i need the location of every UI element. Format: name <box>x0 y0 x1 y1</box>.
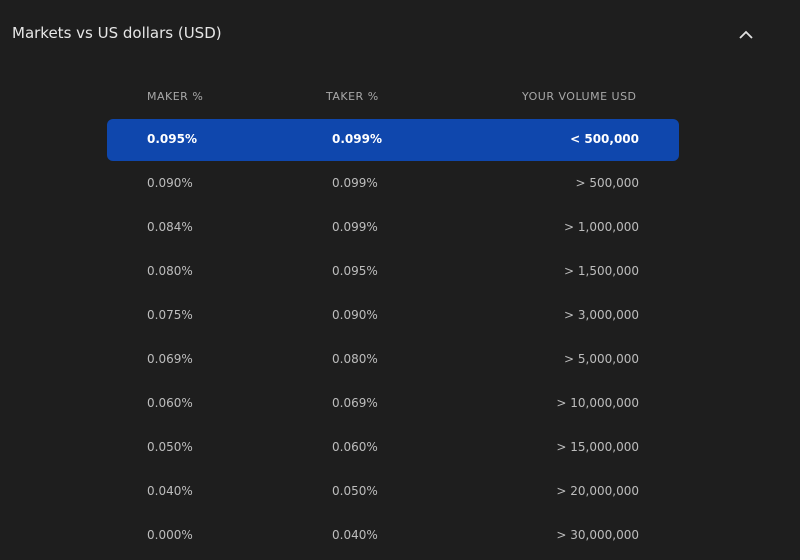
table-row: 0.040% 0.050% > 20,000,000 <box>107 471 679 513</box>
table-cell: > 5,000,000 <box>564 352 639 366</box>
table-cell: 0.095% <box>332 264 378 278</box>
table-row: 0.000% 0.040% > 30,000,000 <box>107 515 679 557</box>
section-title[interactable]: Markets vs US dollars (USD) <box>12 24 222 42</box>
table-cell: 0.090% <box>332 308 378 322</box>
table-cell: 0.075% <box>147 308 193 322</box>
table-cell: > 10,000,000 <box>556 396 639 410</box>
table-cell: > 20,000,000 <box>556 484 639 498</box>
table-cell: > 1,500,000 <box>564 264 639 278</box>
table-cell: 0.050% <box>147 440 193 454</box>
table-cell: 0.040% <box>332 528 378 542</box>
table-cell: 0.000% <box>147 528 193 542</box>
table-cell: 0.069% <box>332 396 378 410</box>
table-cell: 0.040% <box>147 484 193 498</box>
table-cell: > 3,000,000 <box>564 308 639 322</box>
table-row: 0.095% 0.099% < 500,000 <box>107 119 679 161</box>
table-cell: 0.095% <box>147 132 197 146</box>
column-header: TAKER % <box>326 90 379 103</box>
table-cell: 0.060% <box>147 396 193 410</box>
table-cell: 0.060% <box>332 440 378 454</box>
table-cell: 0.080% <box>332 352 378 366</box>
table-cell: > 1,000,000 <box>564 220 639 234</box>
table-cell: 0.084% <box>147 220 193 234</box>
table-row: 0.060% 0.069% > 10,000,000 <box>107 383 679 425</box>
table-row: 0.084% 0.099% > 1,000,000 <box>107 207 679 249</box>
table-cell: 0.080% <box>147 264 193 278</box>
table-row: 0.090% 0.099% > 500,000 <box>107 163 679 205</box>
table-row: 0.075% 0.090% > 3,000,000 <box>107 295 679 337</box>
table-row: 0.050% 0.060% > 15,000,000 <box>107 427 679 469</box>
table-cell: > 15,000,000 <box>556 440 639 454</box>
column-header: YOUR VOLUME USD <box>522 90 637 103</box>
table-cell: 0.099% <box>332 220 378 234</box>
table-row: 0.069% 0.080% > 5,000,000 <box>107 339 679 381</box>
table-cell: 0.099% <box>332 176 378 190</box>
table-cell: > 500,000 <box>575 176 640 190</box>
table-cell: 0.069% <box>147 352 193 366</box>
table-cell: 0.090% <box>147 176 193 190</box>
column-header: MAKER % <box>147 90 204 103</box>
collapse-chevron[interactable] <box>738 28 754 40</box>
table-cell: 0.099% <box>332 132 382 146</box>
table-row: 0.080% 0.095% > 1,500,000 <box>107 251 679 293</box>
table-cell: < 500,000 <box>570 132 639 146</box>
table-cell: 0.050% <box>332 484 378 498</box>
table-cell: > 30,000,000 <box>556 528 639 542</box>
